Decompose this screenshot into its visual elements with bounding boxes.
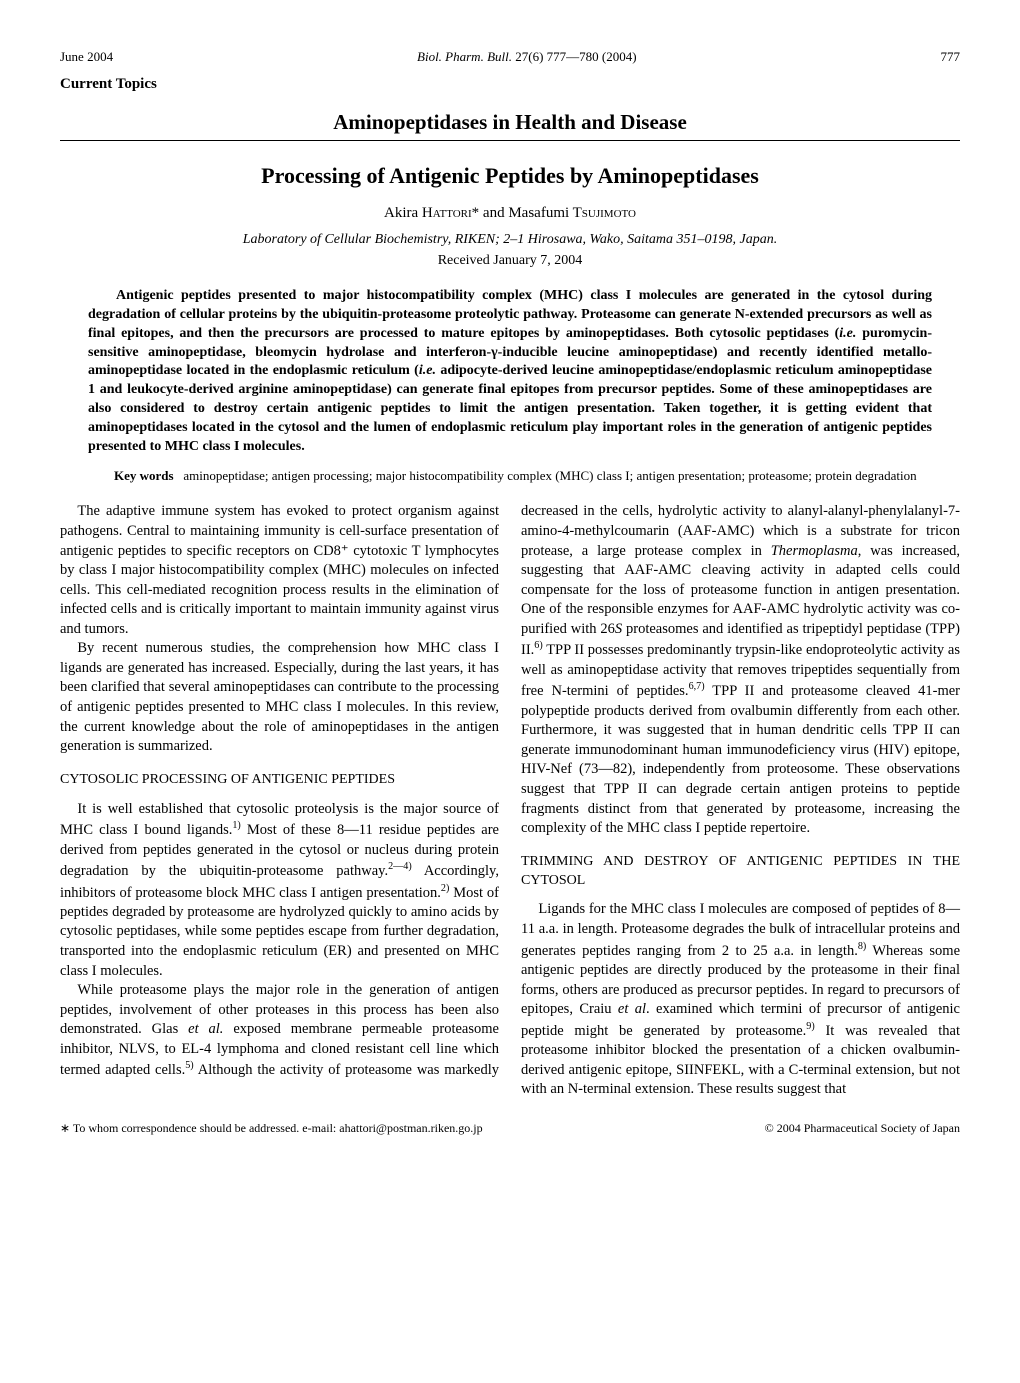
keywords-text: aminopeptidase; antigen processing; majo… xyxy=(183,468,916,483)
journal-name: Biol. Pharm. Bull. xyxy=(417,49,512,64)
header-journal: Biol. Pharm. Bull. 27(6) 777—780 (2004) xyxy=(417,48,637,66)
keywords-label: Key words xyxy=(114,468,174,483)
section-heading-trimming: TRIMMING AND DESTROY OF ANTIGENIC PEPTID… xyxy=(521,853,960,891)
intro-p1: The adaptive immune system has evoked to… xyxy=(60,502,499,639)
keywords: Key words aminopeptidase; antigen proces… xyxy=(88,467,932,485)
body-p3: It is well established that cytosolic pr… xyxy=(60,800,499,982)
abstract: Antigenic peptides presented to major hi… xyxy=(88,287,932,457)
supertitle: Aminopeptidases in Health and Disease xyxy=(60,108,960,136)
copyright-note: © 2004 Pharmaceutical Society of Japan xyxy=(765,1120,960,1136)
article-title: Processing of Antigenic Peptides by Amin… xyxy=(60,161,960,191)
affiliation: Laboratory of Cellular Biochemistry, RIK… xyxy=(60,231,960,250)
authors: Akira Hattori* and Masafumi Tsujimoto xyxy=(60,203,960,223)
footer: ∗ To whom correspondence should be addre… xyxy=(60,1120,960,1136)
supertitle-rule-below xyxy=(60,140,960,141)
intro-p2: By recent numerous studies, the comprehe… xyxy=(60,639,499,756)
section-heading-cytosolic: CYTOSOLIC PROCESSING OF ANTIGENIC PEPTID… xyxy=(60,771,499,790)
header-page: 777 xyxy=(940,48,960,66)
correspondence-note: ∗ To whom correspondence should be addre… xyxy=(60,1120,483,1136)
header-date: June 2004 xyxy=(60,48,113,66)
body-columns: The adaptive immune system has evoked to… xyxy=(60,502,960,1099)
journal-citation: 27(6) 777—780 (2004) xyxy=(512,49,637,64)
received-date: Received January 7, 2004 xyxy=(60,252,960,271)
body-p5: Ligands for the MHC class I molecules ar… xyxy=(521,900,960,1099)
running-header: June 2004 Biol. Pharm. Bull. 27(6) 777—7… xyxy=(60,48,960,66)
section-label: Current Topics xyxy=(60,74,960,94)
